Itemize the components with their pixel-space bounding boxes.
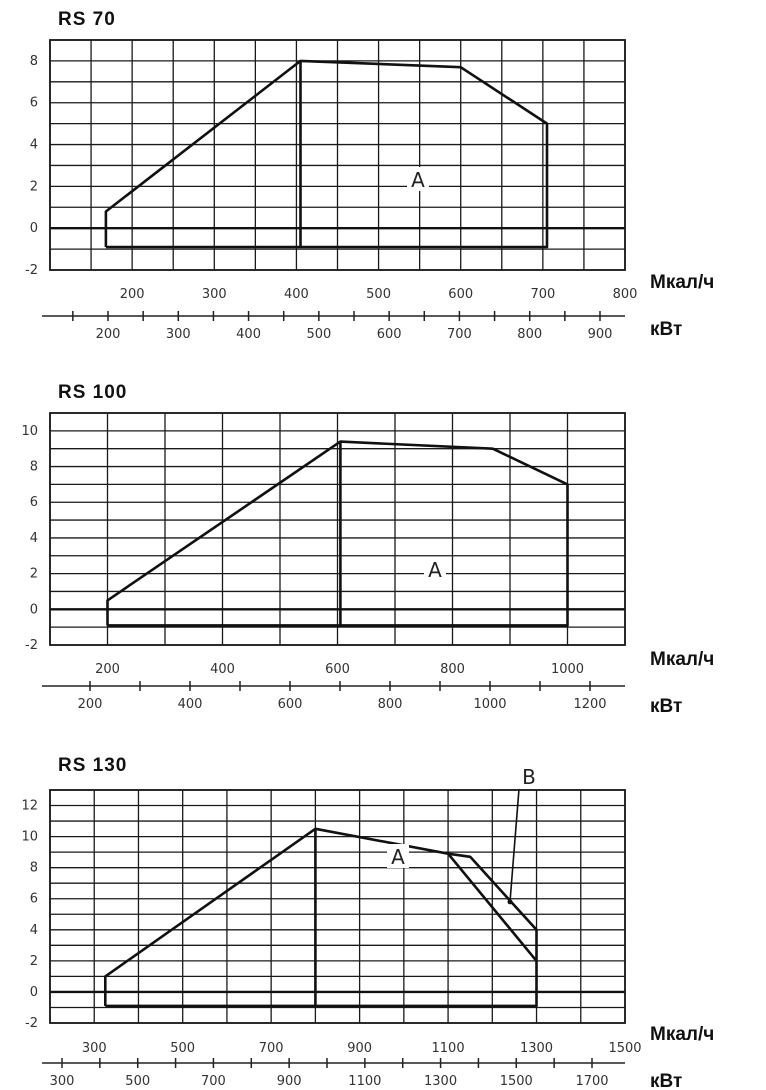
x-tick-label-top: 800	[613, 287, 638, 302]
x-tick-label-top: 700	[530, 287, 555, 302]
x-tick-label-bottom: 500	[125, 1074, 150, 1089]
y-tick-label: 12	[21, 799, 38, 814]
x-tick-label-bottom: 300	[50, 1074, 75, 1089]
x-tick-label-bottom: 800	[517, 327, 542, 342]
x-tick-label-bottom: 400	[236, 327, 261, 342]
unit-label-kw: кВт	[650, 696, 682, 717]
x-tick-label-bottom: 600	[278, 697, 303, 712]
x-tick-label-top: 1300	[520, 1041, 553, 1056]
x-tick-label-top: 900	[347, 1041, 372, 1056]
x-tick-label-bottom: 800	[378, 697, 403, 712]
unit-label-mcal: Мкал/ч	[650, 649, 714, 670]
y-tick-label: 6	[30, 495, 38, 510]
x-tick-label-top: 200	[120, 287, 145, 302]
y-tick-label: 8	[30, 460, 38, 475]
region-label-bg	[424, 557, 446, 581]
x-tick-label-bottom: 1200	[573, 697, 606, 712]
x-tick-label-top: 1500	[608, 1041, 641, 1056]
x-tick-label-bottom: 500	[306, 327, 331, 342]
envelope-series-0	[104, 59, 549, 249]
x-tick-label-top: 300	[82, 1041, 107, 1056]
x-tick-label-bottom: 1100	[348, 1074, 381, 1089]
x-tick-label-bottom: 300	[166, 327, 191, 342]
x-tick-label-bottom: 1000	[473, 697, 506, 712]
region-b-pointer	[509, 788, 520, 902]
chart-title: RS 130	[58, 755, 127, 776]
x-tick-label-top: 400	[210, 662, 235, 677]
x-tick-label-top: 500	[170, 1041, 195, 1056]
x-tick-label-bottom: 1300	[424, 1074, 457, 1089]
y-tick-label: 2	[30, 567, 38, 582]
envelope-series-0	[104, 827, 538, 1008]
y-tick-label: 0	[30, 221, 38, 236]
y-tick-label: 4	[30, 531, 38, 546]
y-tick-label: 2	[30, 954, 38, 969]
unit-label-kw: кВт	[650, 1071, 682, 1090]
region-label-bg	[407, 167, 429, 191]
y-tick-label: 0	[30, 602, 38, 617]
chart-title: RS 70	[58, 9, 116, 30]
unit-label-kw: кВт	[650, 319, 682, 340]
y-tick-label: 8	[30, 861, 38, 876]
envelope-series-2	[447, 852, 538, 961]
x-tick-label-bottom: 600	[377, 327, 402, 342]
x-tick-label-top: 700	[259, 1041, 284, 1056]
x-tick-label-bottom: 1500	[500, 1074, 533, 1089]
x-tick-label-top: 1100	[432, 1041, 465, 1056]
chart-2: RS 130 -2 0 2 4 6 8 10 12 300 500 700 900 1100 1300 150…	[21, 755, 714, 1090]
y-tick-label: 6	[30, 892, 38, 907]
unit-label-mcal: Мкал/ч	[650, 272, 714, 293]
unit-label-mcal: Мкал/ч	[650, 1024, 714, 1045]
x-tick-label-bottom: 200	[96, 327, 121, 342]
x-tick-label-top: 200	[95, 662, 120, 677]
plot-frame	[49, 412, 626, 646]
y-tick-label: -2	[25, 1016, 38, 1031]
region-label-a: A	[428, 558, 442, 582]
chart-0: RS 70 -2 0 2 4 6 8 200 300 400 500 600 700 800 200 300 4…	[25, 9, 714, 342]
x-tick-label-bottom: 700	[201, 1074, 226, 1089]
x-tick-label-top: 600	[325, 662, 350, 677]
x-tick-label-bottom: 1700	[575, 1074, 608, 1089]
x-tick-label-top: 400	[284, 287, 309, 302]
y-tick-label: 4	[30, 138, 38, 153]
x-tick-label-top: 300	[202, 287, 227, 302]
x-tick-label-top: 1000	[551, 662, 584, 677]
y-tick-label: 4	[30, 923, 38, 938]
y-tick-label: -2	[25, 263, 38, 278]
region-label-bg	[387, 844, 409, 868]
region-label-a: A	[411, 168, 425, 192]
chart-1: RS 100 -2 0 2 4 6 8 10 200 400 600 800 1000 200 400 600…	[21, 382, 714, 717]
x-tick-label-top: 600	[448, 287, 473, 302]
x-tick-label-top: 500	[366, 287, 391, 302]
y-tick-label: -2	[25, 638, 38, 653]
region-label-a: A	[391, 845, 405, 869]
plot-frame	[49, 39, 626, 271]
y-tick-label: 10	[21, 424, 38, 439]
region-label-b: B	[522, 765, 536, 789]
y-tick-label: 2	[30, 179, 38, 194]
x-tick-label-bottom: 900	[588, 327, 613, 342]
x-tick-label-top: 800	[440, 662, 465, 677]
plot-frame	[49, 789, 626, 1024]
y-tick-label: 0	[30, 985, 38, 1000]
x-tick-label-bottom: 400	[178, 697, 203, 712]
x-tick-label-bottom: 700	[447, 327, 472, 342]
region-label-bg	[518, 764, 540, 788]
y-tick-label: 10	[21, 830, 38, 845]
x-tick-label-bottom: 200	[78, 697, 103, 712]
region-b-pointer-dot	[507, 899, 513, 905]
y-tick-label: 8	[30, 54, 38, 69]
chart-title: RS 100	[58, 382, 127, 403]
x-tick-label-bottom: 900	[277, 1074, 302, 1089]
envelope-series-0	[106, 440, 569, 627]
y-tick-label: 6	[30, 96, 38, 111]
